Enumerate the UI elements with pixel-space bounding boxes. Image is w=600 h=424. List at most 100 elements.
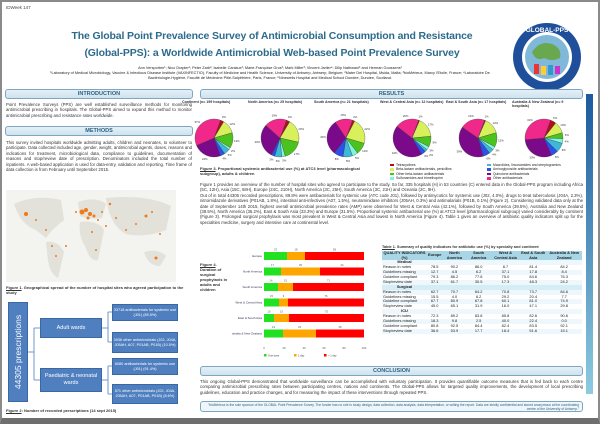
table-cell: 20.4 [529,293,537,299]
bar-data-label: 19 [272,325,275,329]
total-prescriptions-label: 44305 prescriptions [13,314,23,390]
bar-data-label: 44 [341,263,344,267]
table-cell: 80.9 [442,299,467,305]
pie-title: Australia & New Zealand (n= 9 hospitals) [512,100,564,108]
pie-slice [335,118,353,139]
table-cell: 83.8 [474,313,483,319]
bar-data-label: 18 [295,248,298,252]
table-cell: 6.2 [475,293,482,299]
bar-data-label: 39 [299,263,302,267]
legend-item: Tetracyclines [390,163,483,167]
row-label: Guideline compliant [383,322,418,328]
table-cell: 86.2 [450,273,459,279]
pie-data-label: 5% [355,156,360,160]
hospital-site-dot [79,209,85,215]
results-paragraph-2: Out of in total 44305 recorded prescript… [200,192,583,225]
pie-data-label: 17% [428,123,434,127]
pie-chart: East & South Asia (n= 17 hospitals) 1% 14%… [446,100,510,168]
bar-label: Europe [252,254,262,258]
table-cell: 81.0 [520,299,547,305]
pie-data-label: 4% [222,157,227,161]
legend-item: Sulfonamides and trimethoprim [390,176,483,180]
conclusion-heading: CONCLUSION [200,366,583,376]
table-cell: 84.6 [546,289,582,295]
results-heading: RESULTS [200,89,583,99]
pie-data-label: 13% [234,139,240,143]
table-cell: 47.1 [529,303,537,309]
legend-label: Other beta-lactam antibacterials [396,171,445,176]
hospital-site-dot [45,229,47,231]
figure-4-bar-chart: Europe 23 18 59 North America 17 39 44 South Ame… [229,246,372,364]
table-cell: 8.7 [502,264,509,270]
bar-data-label: 9 [283,294,285,298]
bar-segment [283,329,316,338]
table-cell: 29.2 [501,293,510,299]
hospital-site-dot [88,212,92,216]
legend-label: Aminoglycoside antibacterials [493,167,538,172]
pie-data-label: 10% [362,149,368,153]
empty-cell [490,309,521,315]
section-label: Medical [382,259,427,266]
table-cell: 77.8 [474,273,483,279]
bar-legend-swatch [294,354,297,357]
empty-cell [466,309,491,315]
table-row: Guidelines missing 18.3 9.8 2.5 40.0 22.4 0.0 [382,318,582,324]
bar-segment [289,314,364,322]
legend-label: Beta-lactam antibacterials, penicillins [396,167,452,172]
row-label: Stop/review date [382,279,427,285]
bar-legend-label: One dose [268,353,280,357]
empty-cell [546,260,582,266]
table-cell: 67.8 [466,299,491,305]
bar-data-label: 15 [270,294,273,298]
table-cell: 40.0 [490,318,521,324]
hospital-site-dot [35,219,37,221]
table-cell: 74.9 [546,299,582,305]
table-cell: 79.3 [430,273,439,279]
table-cell: 15.5 [430,293,439,299]
table-1: QUALITY INDICATORS (%) Europe North Americ… [382,250,582,334]
empty-cell [426,260,443,266]
row-label: Reason in notes [382,289,427,295]
pie-chart: South America (n= 21 hospitals) 2% 22% 10% 5… [314,100,378,168]
legend-swatch [390,172,394,176]
title-line-1: The Global Point Prevalence Survey of An… [71,30,473,42]
bar-label: South America [242,285,262,289]
legend-item: Other beta-lactam antibacterials [390,172,483,176]
figure-3-legend: Tetracyclines Beta-lactam antibacterials,… [390,163,580,181]
figure-4-caption: Figure 4. Duration of surgical prophylax… [200,262,228,292]
hospital-site-dot [154,256,158,260]
table-cell: 73.7 [520,289,547,295]
pie-slice [392,126,422,158]
row-label: Reason in notes [383,313,412,319]
table-cell: 86.0 [474,264,483,270]
empty-cell [442,309,467,315]
empty-cell [426,284,443,290]
hospital-site-dot [144,214,148,218]
table-cell: 72.3 [430,313,439,319]
empty-cell [520,260,547,266]
methods-text: This survey invited hospitals worldwide … [6,140,192,173]
bar-segment [264,314,274,322]
bar-data-label: 23 [274,248,277,252]
paed-antibacterials-box: 6080 antibacterials for systemic use (J0… [112,358,178,375]
figure-2-flowchart: 44305 prescriptions Adult wards Paediatr… [6,300,186,405]
table-row: Guidelines missing 12.7 4.5 6.2 37.1 17.8 8.4 [382,269,582,275]
column-header: South America [466,250,491,261]
pie-slice [194,118,221,146]
bar-segment [288,298,364,307]
pie-chart: North America (n= 25 hospitals) 3% 20% 17% 3… [248,100,312,168]
legend-label: Other antibacterials [493,176,523,181]
decorative-stripe [586,94,593,394]
pie-data-label: 5% [565,133,570,137]
table-cell: 78.5 [430,264,439,270]
column-header: West & Central Asia [490,250,521,261]
table-cell: 29.8 [560,303,568,309]
table-cell: 51.6 [520,328,547,334]
empty-cell [490,284,521,290]
hospital-site-dot [108,202,112,206]
section-label: Surgical [382,284,427,290]
hospital-site-dot [105,225,107,227]
hospital-site-dot [51,245,53,247]
table-cell: 6.2 [466,269,491,275]
adult-antibacterials-box: 33718 antibacterials for systemic use (J… [112,304,178,321]
